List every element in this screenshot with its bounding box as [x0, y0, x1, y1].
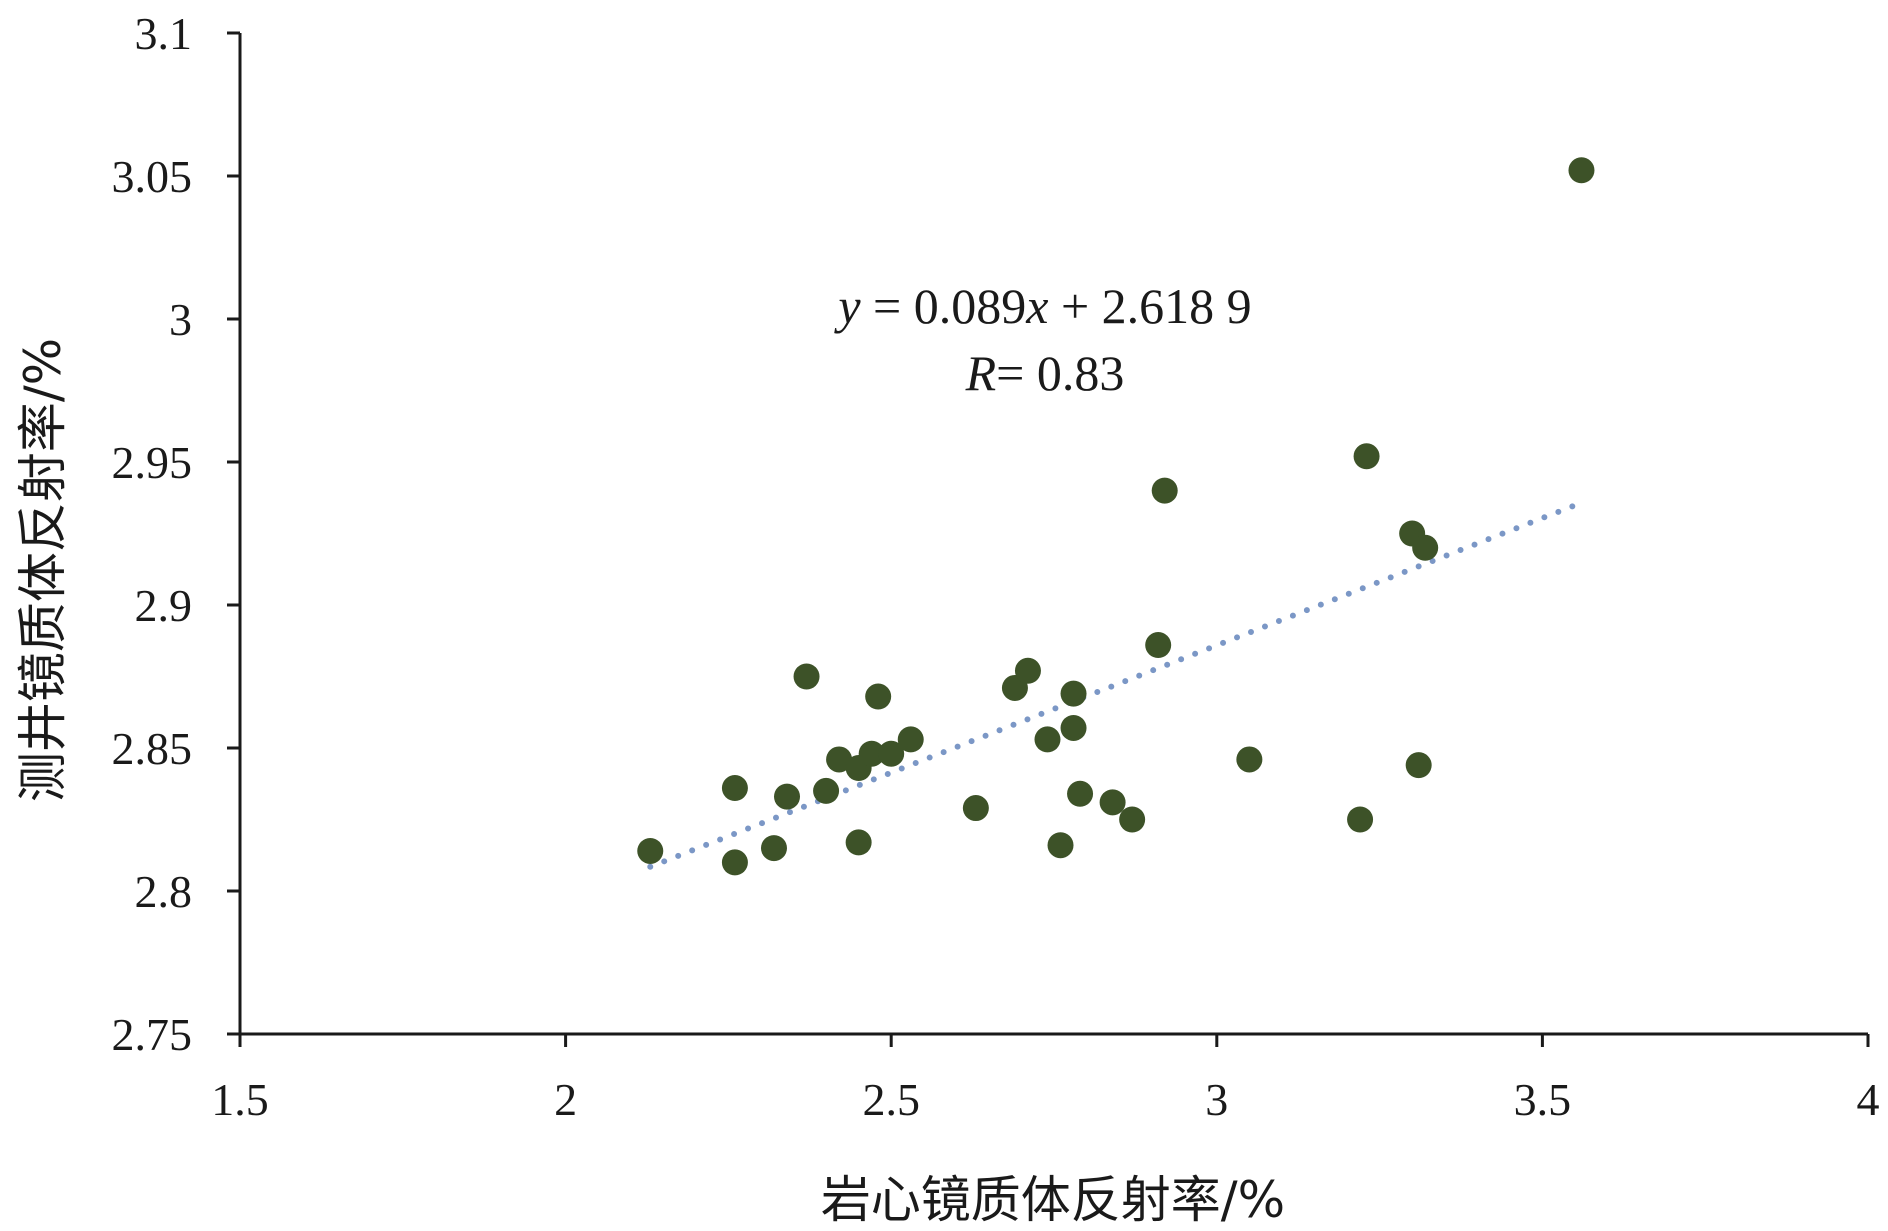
data-point — [878, 740, 905, 767]
data-point — [774, 783, 801, 810]
data-point — [1145, 632, 1172, 659]
trendline — [647, 499, 1585, 870]
data-point — [865, 683, 892, 710]
x-tick-label: 3 — [1205, 1074, 1228, 1125]
data-point — [760, 835, 787, 862]
y-tick-label: 3 — [169, 294, 192, 345]
data-point — [1060, 714, 1087, 741]
x-tick-label: 4 — [1857, 1074, 1880, 1125]
x-tick-label: 1.5 — [211, 1074, 269, 1125]
data-point — [1347, 806, 1374, 833]
data-point — [637, 837, 664, 864]
r-value: = 0.83 — [996, 345, 1124, 401]
data-point — [1119, 806, 1146, 833]
x-tick-label: 2.5 — [862, 1074, 920, 1125]
data-point — [1353, 443, 1380, 470]
equation-coefficient: = 0.089 — [861, 278, 1027, 334]
y-axis-title: 测井镜质体反射率/% — [14, 338, 72, 802]
regression-equation: y = 0.089x + 2.618 9 — [833, 278, 1251, 334]
data-point — [813, 777, 840, 804]
data-points — [637, 157, 1595, 876]
data-point — [1412, 534, 1439, 561]
data-point — [845, 829, 872, 856]
x-axis-title: 岩心镜质体反射率/% — [821, 1171, 1285, 1229]
y-tick-label: 3.1 — [135, 8, 193, 59]
y-axis-ticks: 2.75 2.8 2.85 2.9 2.95 3 3.05 3.1 — [112, 8, 240, 1060]
x-axis-ticks: 1.5 2 2.5 3 3.5 4 — [211, 1034, 1880, 1125]
y-tick-label: 3.05 — [112, 151, 193, 202]
data-point — [826, 746, 853, 773]
data-point — [1405, 752, 1432, 779]
r-label: R — [965, 345, 997, 401]
correlation-coefficient: R= 0.83 — [965, 345, 1125, 401]
data-point — [721, 849, 748, 876]
data-point — [897, 726, 924, 753]
data-point — [793, 663, 820, 690]
data-point — [1067, 780, 1094, 807]
data-point — [1047, 832, 1074, 859]
data-point — [1236, 746, 1263, 773]
data-point — [1060, 680, 1087, 707]
equation-x-var: x — [1025, 278, 1048, 334]
equation-y-var: y — [833, 278, 861, 334]
data-point — [962, 795, 989, 822]
y-tick-label: 2.85 — [112, 723, 193, 774]
data-point — [1568, 157, 1595, 184]
x-tick-label: 2 — [554, 1074, 577, 1125]
axes — [238, 33, 1868, 1036]
data-point — [1034, 726, 1061, 753]
data-point — [1151, 477, 1178, 504]
y-tick-label: 2.9 — [135, 580, 193, 631]
data-point — [1099, 789, 1126, 816]
x-tick-label: 3.5 — [1514, 1074, 1572, 1125]
data-point — [1014, 657, 1041, 684]
equation-intercept: + 2.618 9 — [1048, 278, 1251, 334]
y-tick-label: 2.75 — [112, 1009, 193, 1060]
data-point — [858, 740, 885, 767]
data-point — [721, 775, 748, 802]
y-tick-label: 2.95 — [112, 437, 193, 488]
y-tick-label: 2.8 — [135, 866, 193, 917]
